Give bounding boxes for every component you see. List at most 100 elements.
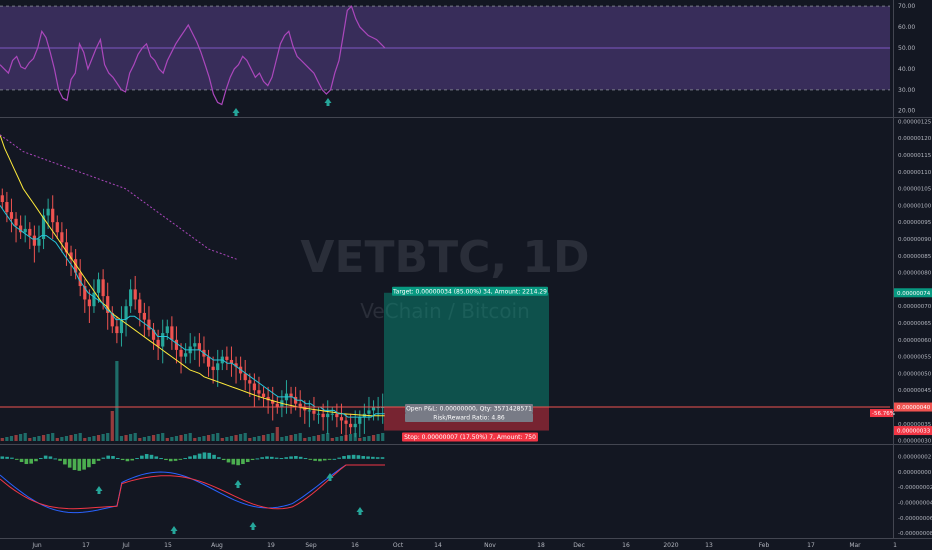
candle-body bbox=[9, 212, 14, 219]
candle-body bbox=[275, 403, 279, 408]
volume-bar bbox=[156, 434, 160, 441]
candle-body bbox=[367, 410, 371, 414]
histogram-bar bbox=[217, 457, 221, 459]
candle-body bbox=[321, 413, 325, 418]
volume-bar bbox=[252, 437, 256, 441]
rsi-signal-arrow-icon bbox=[232, 108, 240, 116]
volume-bar bbox=[294, 434, 298, 441]
histogram-bar bbox=[144, 454, 149, 459]
volume-bar bbox=[261, 435, 266, 441]
candle-body bbox=[14, 218, 18, 226]
rsi-tick-label: 30.00 bbox=[898, 87, 915, 94]
candle-body bbox=[349, 423, 353, 428]
histogram-bar bbox=[298, 456, 303, 459]
candle-body bbox=[142, 312, 146, 320]
histogram-bar bbox=[361, 456, 366, 459]
histogram-bar bbox=[5, 456, 9, 459]
volume-bar bbox=[14, 435, 18, 441]
rsi-line bbox=[0, 5, 386, 106]
rsi-tick-label: 20.00 bbox=[898, 108, 915, 115]
candle-body bbox=[5, 202, 9, 213]
histogram-bar bbox=[270, 456, 274, 459]
price-tick-label: 0.00000060 bbox=[898, 338, 932, 344]
histogram-bar bbox=[351, 454, 356, 459]
volume-bar bbox=[64, 436, 69, 441]
open-pnl-label-bg[interactable] bbox=[405, 404, 533, 414]
candle-body bbox=[46, 208, 50, 216]
candle-body bbox=[138, 299, 142, 313]
risk-reward-label: Risk/Reward Ratio: 4.86 bbox=[433, 415, 505, 422]
candle-body bbox=[96, 279, 101, 293]
candle-body bbox=[211, 366, 215, 371]
volume-bar bbox=[96, 435, 101, 441]
candle-body bbox=[252, 383, 256, 391]
time-axis-label: 18 bbox=[537, 542, 545, 549]
pnl-tag: -56.76% bbox=[872, 411, 895, 417]
histogram-bar bbox=[58, 458, 62, 461]
price-tick-label: 0.00000085 bbox=[898, 254, 932, 260]
candle-body bbox=[64, 242, 69, 253]
volume-bar bbox=[129, 434, 133, 441]
risk-reward-label-bg[interactable] bbox=[405, 413, 533, 423]
histogram-bar bbox=[178, 458, 183, 460]
volume-bar bbox=[358, 438, 362, 441]
current-price-tag-bg bbox=[894, 402, 932, 412]
histogram-bar bbox=[212, 454, 216, 459]
volume-bar bbox=[124, 435, 128, 441]
rsi-signal-arrow-icon bbox=[324, 98, 332, 106]
volume-bar bbox=[211, 434, 215, 441]
candle-body bbox=[197, 343, 201, 350]
volume-bar bbox=[87, 437, 91, 441]
volume-bar bbox=[161, 433, 165, 441]
volume-bar bbox=[316, 435, 321, 441]
candle-body bbox=[266, 396, 270, 401]
volume-bar bbox=[220, 438, 224, 441]
description-watermark: VeChain / Bitcoin bbox=[360, 299, 530, 323]
candle-body bbox=[174, 339, 179, 350]
volume-bar bbox=[321, 434, 325, 441]
volume-bar bbox=[41, 435, 46, 441]
histogram-bar bbox=[342, 456, 346, 459]
stop-label-bg[interactable] bbox=[402, 432, 538, 442]
histogram-bar bbox=[87, 458, 91, 468]
volume-bar bbox=[37, 436, 41, 441]
histogram-bar bbox=[106, 455, 110, 459]
volume-bar bbox=[115, 361, 119, 441]
candle-body bbox=[307, 410, 311, 412]
volume-bar bbox=[307, 437, 311, 441]
candle-body bbox=[229, 359, 234, 364]
target-label-bg[interactable] bbox=[392, 286, 548, 296]
price-tick-label: 0.00000070 bbox=[898, 304, 932, 310]
macd-signal-arrow-icon bbox=[356, 507, 364, 515]
histogram-bar bbox=[279, 458, 284, 460]
candle-body bbox=[51, 208, 55, 223]
histogram-bar bbox=[318, 458, 322, 462]
current-price-tag: 0.00000040 bbox=[897, 405, 931, 411]
candle-body bbox=[110, 312, 114, 327]
histogram-bar bbox=[347, 455, 351, 459]
volume-bar bbox=[381, 433, 385, 441]
candle-body bbox=[261, 393, 266, 397]
time-axis-label: Aug bbox=[211, 542, 223, 549]
target-zone[interactable] bbox=[384, 292, 549, 408]
signal-line bbox=[0, 464, 385, 510]
candle-body bbox=[206, 356, 211, 367]
histogram-bar bbox=[149, 454, 154, 459]
volume-bar bbox=[28, 438, 32, 441]
price-tick-label: 0.00000095 bbox=[898, 220, 932, 226]
volume-bar bbox=[248, 438, 252, 441]
histogram-bar bbox=[29, 458, 33, 464]
volume-bar bbox=[83, 438, 87, 441]
candle-body bbox=[234, 363, 238, 367]
histogram-bar bbox=[250, 458, 255, 461]
histogram-bar bbox=[231, 458, 236, 465]
histogram-bar bbox=[168, 458, 173, 462]
volume-bar bbox=[271, 433, 275, 441]
histogram-bar bbox=[221, 458, 226, 461]
histogram-bar bbox=[140, 455, 144, 459]
pnl-tag-bg bbox=[870, 409, 893, 418]
histogram-bar bbox=[236, 458, 240, 466]
histogram-bar bbox=[337, 457, 341, 459]
macd-tick-label: -0.00000004 bbox=[898, 501, 932, 507]
